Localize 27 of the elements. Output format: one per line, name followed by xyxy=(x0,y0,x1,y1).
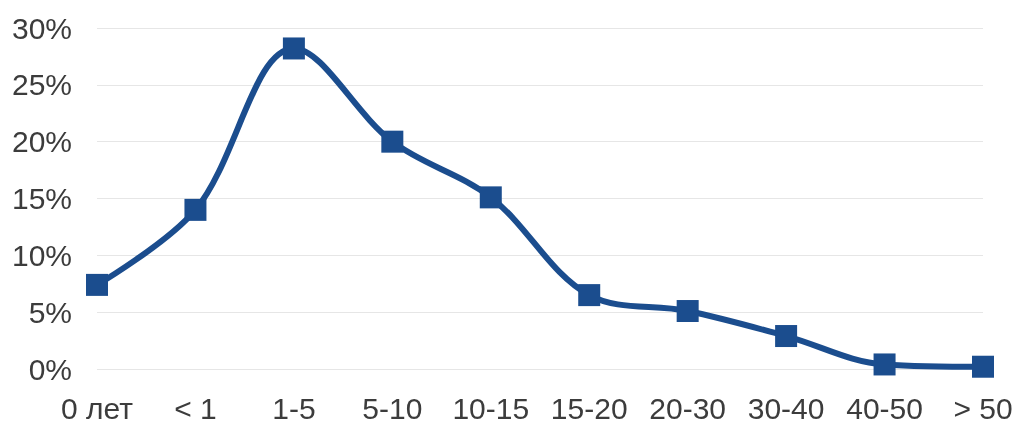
y-tick-label: 0% xyxy=(28,352,72,386)
x-tick-label: 1-5 xyxy=(272,391,316,425)
point xyxy=(676,300,699,323)
x-tick-label: 10-15 xyxy=(452,391,530,425)
point xyxy=(184,198,207,221)
y-tick-label: 25% xyxy=(11,68,72,102)
point xyxy=(479,186,502,209)
x-tick-label: 0 лет xyxy=(61,391,134,425)
x-tick-label: 30-40 xyxy=(747,391,825,425)
x-tick-label: 5-10 xyxy=(362,391,423,425)
point xyxy=(775,325,798,348)
y-tick-label: 15% xyxy=(11,182,72,215)
x-tick-label: < 1 xyxy=(174,391,217,425)
x-tick-label: > 50 xyxy=(953,391,1013,425)
x-tick-label: 15-20 xyxy=(550,391,628,425)
point xyxy=(282,37,305,60)
point xyxy=(86,273,108,296)
point xyxy=(381,130,404,153)
y-tick-label: 10% xyxy=(11,238,72,272)
x-tick-label: 20-30 xyxy=(649,391,727,425)
point xyxy=(972,355,994,378)
y-tick-label: 20% xyxy=(11,125,72,159)
x-tick-label: 40-50 xyxy=(846,391,923,425)
point xyxy=(578,284,601,307)
y-tick-label: 5% xyxy=(28,295,72,329)
y-tick-label: 30% xyxy=(11,11,72,45)
point xyxy=(873,353,896,376)
